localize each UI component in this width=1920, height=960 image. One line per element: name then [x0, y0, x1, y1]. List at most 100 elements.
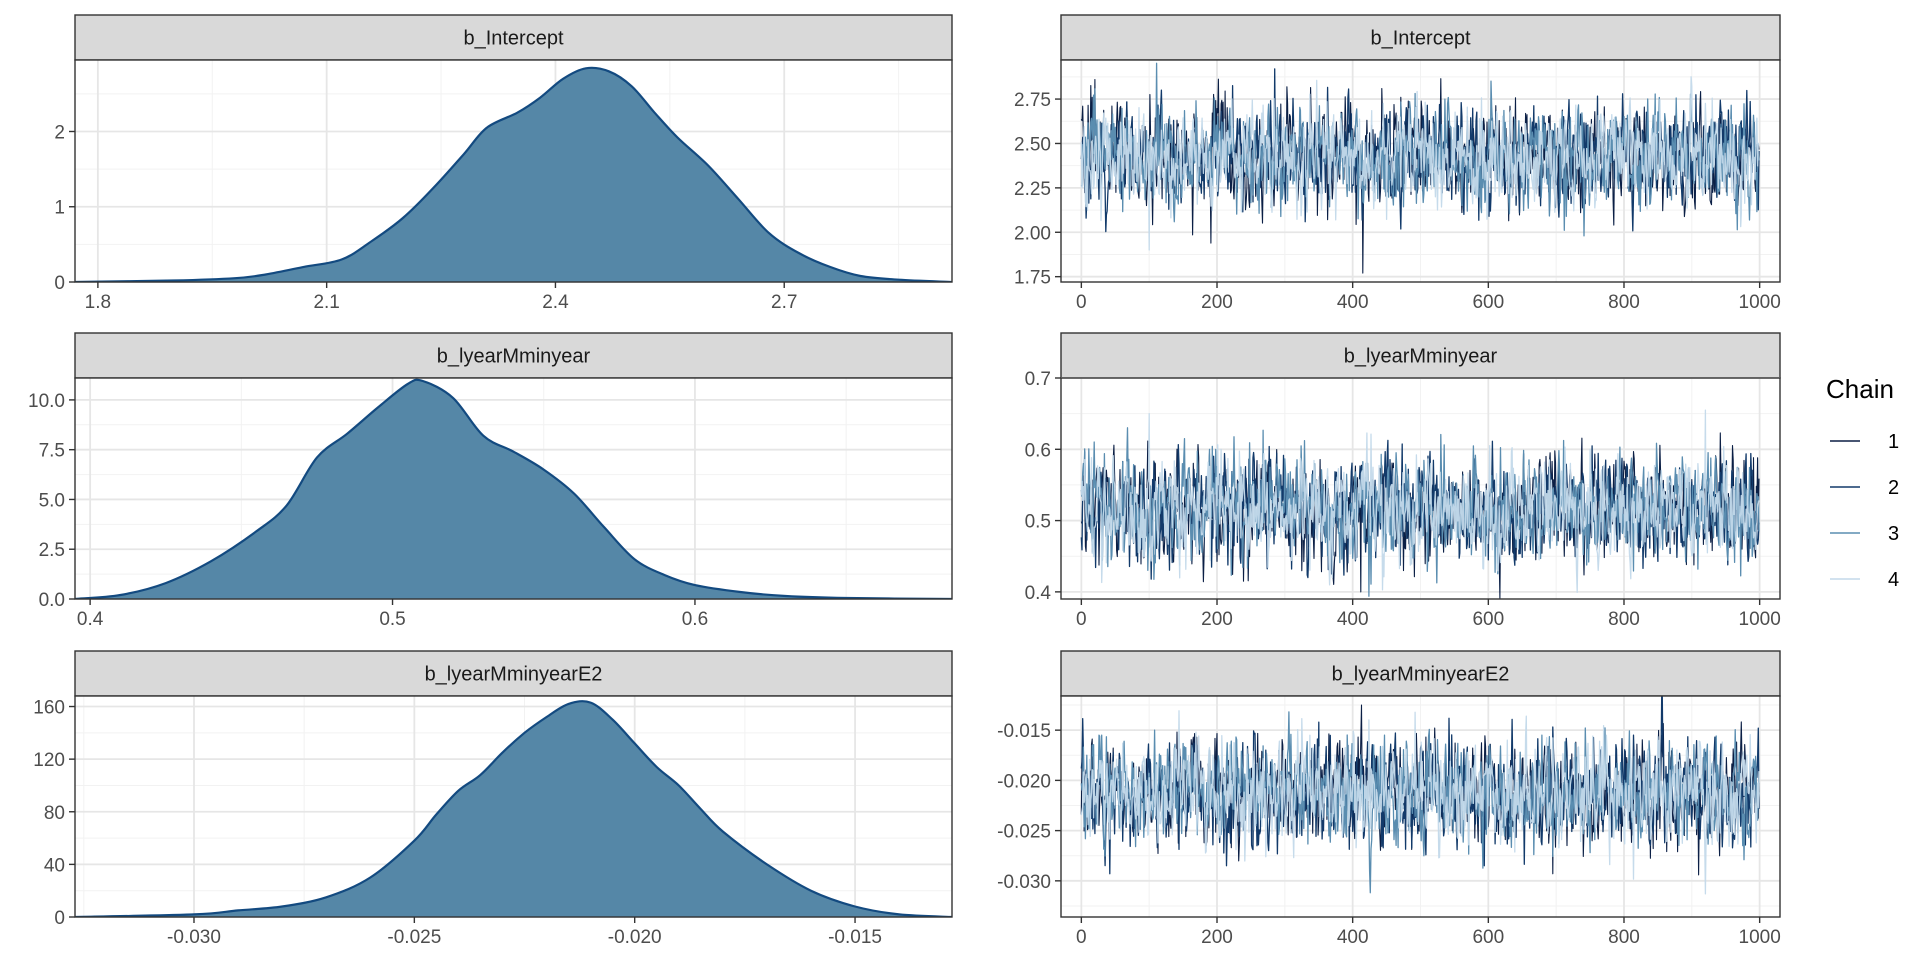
y-tick-label: 0.5: [1025, 512, 1051, 533]
y-tick-label: 40: [44, 855, 65, 876]
panel-border: [74, 59, 953, 283]
density-area: [75, 379, 952, 599]
x-tick-label: 0: [1076, 292, 1087, 313]
facet-strip-label: b_lyearMminyear: [437, 346, 591, 368]
x-tick-label: 1.8: [85, 292, 111, 313]
x-tick-label: 0.6: [682, 609, 708, 630]
x-tick-label: 2.4: [542, 292, 569, 313]
x-tick-label: 200: [1201, 292, 1233, 313]
x-tick-label: 0: [1076, 927, 1087, 948]
x-tick-label: 200: [1201, 609, 1233, 630]
x-tick-label: 400: [1337, 292, 1369, 313]
trace-chain-4: [1080, 409, 1760, 593]
density-curve: [75, 378, 952, 599]
panel-border: [1060, 695, 1781, 918]
x-tick-label: -0.025: [387, 927, 441, 948]
plot-marks: [1080, 62, 1760, 274]
panels: b_Intercept 1.8 2.1 2.4 2.7 0 1 2 b_Intercept 0 20…: [28, 14, 1781, 948]
y-tick-label: 5.0: [39, 490, 65, 511]
panel-border: [1060, 377, 1781, 600]
density-curve: [75, 700, 952, 917]
facet-strip: [74, 14, 953, 61]
panel-density-2: b_lyearMminyear 0.4 0.5 0.6 0.0 2.5 5.0 7.5 10.0: [28, 332, 953, 630]
x-tick-label: 600: [1472, 927, 1504, 948]
facet-strip: [1060, 332, 1781, 379]
plot-marks: [75, 378, 952, 599]
legend-label-chain-1: 1: [1888, 431, 1899, 453]
density-area: [75, 701, 952, 917]
legend-title: Chain: [1826, 374, 1894, 404]
panel-border: [74, 377, 953, 600]
chain-legend: Chain 1 2 3 4: [1826, 374, 1899, 591]
x-tick-label: 200: [1201, 927, 1233, 948]
facet-strip: [74, 650, 953, 697]
legend-label-chain-3: 3: [1888, 523, 1899, 545]
x-tick-label: 0.4: [77, 609, 104, 630]
x-tick-label: 2.1: [313, 292, 339, 313]
facet-strip: [1060, 14, 1781, 61]
y-tick-label: -0.020: [997, 771, 1051, 792]
y-tick-label: 2.5: [39, 540, 65, 561]
facet-strip: [74, 332, 953, 379]
y-tick-label: 80: [44, 803, 65, 824]
facet-strip-label: b_lyearMminyearE2: [425, 664, 603, 686]
x-tick-label: 2.7: [771, 292, 797, 313]
x-tick-label: -0.030: [167, 927, 221, 948]
trace-chain-4: [1080, 76, 1760, 251]
x-tick-label: 600: [1472, 292, 1504, 313]
panel-density-4: b_lyearMminyearE2 -0.030 -0.025 -0.020 -0.01…: [33, 650, 953, 948]
y-tick-label: 0.4: [1025, 583, 1052, 604]
x-tick-label: 800: [1608, 292, 1640, 313]
plot-marks: [75, 66, 952, 282]
y-tick-label: 0.0: [39, 590, 65, 611]
y-tick-label: 1: [54, 198, 65, 219]
facet-strip-label: b_Intercept: [1370, 28, 1471, 50]
y-tick-label: -0.025: [997, 822, 1051, 843]
legend-label-chain-4: 4: [1888, 569, 1899, 591]
y-tick-label: 0.6: [1025, 440, 1051, 461]
plot-marks: [1080, 409, 1760, 599]
facet-strip-label: b_lyearMminyear: [1344, 346, 1498, 368]
density-curve: [75, 66, 952, 282]
plot-marks: [75, 700, 952, 917]
y-tick-label: 1.75: [1014, 268, 1051, 289]
y-tick-label: 2: [54, 122, 65, 143]
x-tick-label: -0.015: [828, 927, 882, 948]
y-tick-label: 0.7: [1025, 369, 1051, 390]
panel-trace-3: b_lyearMminyear 0 200 400 600 800 1000 0.4 0.5 0.…: [1025, 332, 1781, 630]
facet-strip-label: b_lyearMminyearE2: [1332, 664, 1510, 686]
x-tick-label: 400: [1337, 609, 1369, 630]
y-tick-label: 160: [33, 698, 65, 719]
y-tick-label: 2.00: [1014, 223, 1051, 244]
x-tick-label: 0: [1076, 609, 1087, 630]
x-tick-label: 800: [1608, 609, 1640, 630]
y-tick-label: 10.0: [28, 391, 65, 412]
legend-label-chain-2: 2: [1888, 477, 1899, 499]
y-tick-label: 120: [33, 750, 65, 771]
density-area: [75, 67, 952, 282]
y-tick-label: 0: [54, 273, 65, 294]
x-tick-label: 1000: [1739, 292, 1781, 313]
y-tick-label: 2.25: [1014, 179, 1051, 200]
plot-marks: [1080, 696, 1760, 895]
panel-border: [1060, 59, 1781, 283]
x-tick-label: 0.5: [379, 609, 405, 630]
trace-chain-2: [1080, 439, 1760, 580]
y-tick-label: 2.50: [1014, 134, 1051, 155]
panel-trace-5: b_lyearMminyearE2 0 200 400 600 800 1000 -0.030…: [997, 650, 1781, 948]
panel-border: [74, 695, 953, 918]
x-tick-label: 800: [1608, 927, 1640, 948]
facet-strip: [1060, 650, 1781, 697]
x-tick-label: 600: [1472, 609, 1504, 630]
x-tick-label: 1000: [1739, 927, 1781, 948]
y-tick-label: 7.5: [39, 441, 65, 462]
y-tick-label: -0.015: [997, 721, 1051, 742]
x-tick-label: -0.020: [608, 927, 662, 948]
panel-trace-1: b_Intercept 0 200 400 600 800 1000 1.75 2.00 2.25…: [1014, 14, 1781, 313]
x-tick-label: 1000: [1739, 609, 1781, 630]
panel-density-0: b_Intercept 1.8 2.1 2.4 2.7 0 1 2: [54, 14, 953, 313]
y-tick-label: 0: [54, 908, 65, 929]
y-tick-label: 2.75: [1014, 90, 1051, 111]
y-tick-label: -0.030: [997, 872, 1051, 893]
